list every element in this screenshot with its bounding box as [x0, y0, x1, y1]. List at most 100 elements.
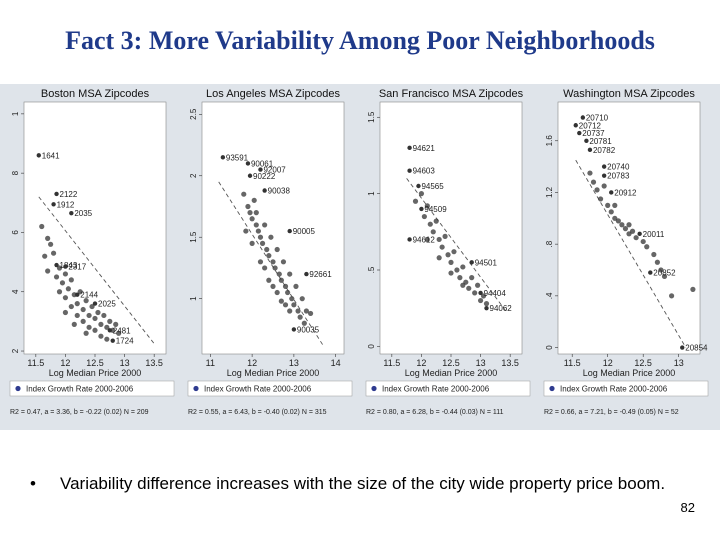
data-point: [282, 302, 289, 308]
data-point: [658, 267, 664, 273]
data-point: [669, 293, 675, 299]
data-point: [262, 265, 268, 271]
x-tick-label: 12: [247, 358, 257, 368]
data-point: [274, 289, 280, 296]
data-point: [285, 289, 291, 296]
data-point: [56, 265, 63, 271]
fit-line: [575, 159, 687, 348]
data-point: [264, 246, 270, 253]
y-tick-label: 1: [11, 111, 20, 116]
x-tick-label: 13: [120, 358, 130, 368]
data-point: [601, 173, 607, 178]
data-point: [104, 336, 110, 342]
data-point: [245, 203, 251, 210]
data-point-label: 90222: [253, 172, 276, 181]
data-point-label: 94404: [484, 289, 507, 298]
data-point: [54, 191, 59, 197]
data-point-label: 90005: [293, 227, 316, 236]
data-point: [412, 198, 419, 204]
data-point: [92, 301, 98, 306]
data-point: [626, 222, 632, 228]
data-point: [62, 271, 69, 277]
data-point-label: 20854: [685, 344, 708, 353]
data-point: [262, 188, 267, 193]
data-point: [304, 271, 309, 277]
data-point: [280, 259, 287, 265]
legend-marker: [15, 385, 21, 392]
y-tick-label: 1.5: [189, 231, 198, 243]
data-point: [601, 164, 607, 169]
data-point: [293, 283, 299, 289]
x-tick-label: 13: [289, 358, 299, 368]
data-point: [419, 206, 424, 212]
data-point: [587, 170, 593, 176]
data-point: [454, 267, 460, 273]
data-point-label: 92007: [263, 166, 286, 175]
data-point: [104, 324, 110, 330]
data-point: [436, 236, 442, 243]
data-point: [259, 240, 266, 246]
data-point: [612, 202, 618, 208]
data-point: [51, 202, 56, 207]
x-tick-label: 12: [416, 358, 426, 368]
y-tick-label: 4: [11, 289, 20, 294]
data-point-label: 1912: [57, 200, 75, 209]
legend-marker: [371, 385, 377, 392]
data-point: [430, 229, 436, 235]
data-point: [69, 210, 74, 216]
data-point: [247, 210, 253, 216]
data-point: [469, 275, 475, 281]
data-point: [629, 228, 636, 234]
data-point: [469, 260, 474, 265]
data-point: [65, 286, 71, 292]
data-point: [619, 222, 625, 228]
y-tick-label: .5: [367, 266, 376, 273]
chart-panel-4: Washington MSA Zipcodes 11.5 12 12.5 13 0 .4 .8…: [538, 86, 714, 426]
data-point: [270, 283, 276, 289]
y-tick-label: 6: [11, 230, 20, 235]
data-point: [220, 155, 226, 160]
x-axis-label: Log Median Price 2000: [583, 368, 676, 378]
y-tick-label: 0: [545, 345, 554, 350]
x-tick-label: 12: [60, 358, 70, 368]
data-point-label: 20781: [589, 137, 612, 146]
data-point: [651, 251, 657, 258]
data-point: [71, 321, 77, 327]
data-point: [39, 223, 45, 230]
data-point-label: 20740: [607, 163, 630, 172]
data-point: [648, 270, 653, 275]
data-point: [266, 277, 272, 283]
data-point: [77, 289, 83, 295]
regression-stats: R2 = 0.80, a = 6.28, b = -0.44 (0.03) N …: [366, 409, 504, 416]
data-point: [98, 321, 104, 327]
data-point: [291, 327, 297, 332]
legend-box: [9, 380, 175, 397]
data-point: [74, 312, 80, 319]
data-point: [633, 235, 639, 241]
data-point: [276, 271, 282, 277]
data-point: [48, 241, 54, 247]
data-point: [68, 303, 74, 310]
chart-panel-1: Boston MSA Zipcodes 11.5 12 12.5 13 13.5 2 4 6 8 1…: [4, 86, 180, 426]
data-point-label: 1724: [116, 337, 134, 346]
data-point: [98, 333, 104, 339]
x-tick-label: 12.5: [634, 358, 652, 368]
data-point: [436, 255, 442, 261]
data-point: [601, 183, 607, 189]
data-point-label: 20783: [607, 172, 630, 181]
data-point-label: 20782: [593, 146, 616, 155]
data-point: [416, 183, 421, 189]
data-point: [54, 262, 59, 268]
data-point: [644, 244, 650, 250]
data-point: [287, 271, 293, 277]
data-point-label: 94612: [413, 235, 436, 244]
x-tick-label: 14: [331, 358, 341, 368]
data-point: [249, 240, 255, 246]
data-point: [59, 280, 66, 286]
data-point: [573, 123, 578, 128]
y-tick-label: 1: [189, 296, 198, 301]
data-point: [83, 298, 89, 304]
data-point: [448, 259, 454, 265]
fit-line: [218, 181, 324, 346]
data-point: [101, 312, 107, 319]
